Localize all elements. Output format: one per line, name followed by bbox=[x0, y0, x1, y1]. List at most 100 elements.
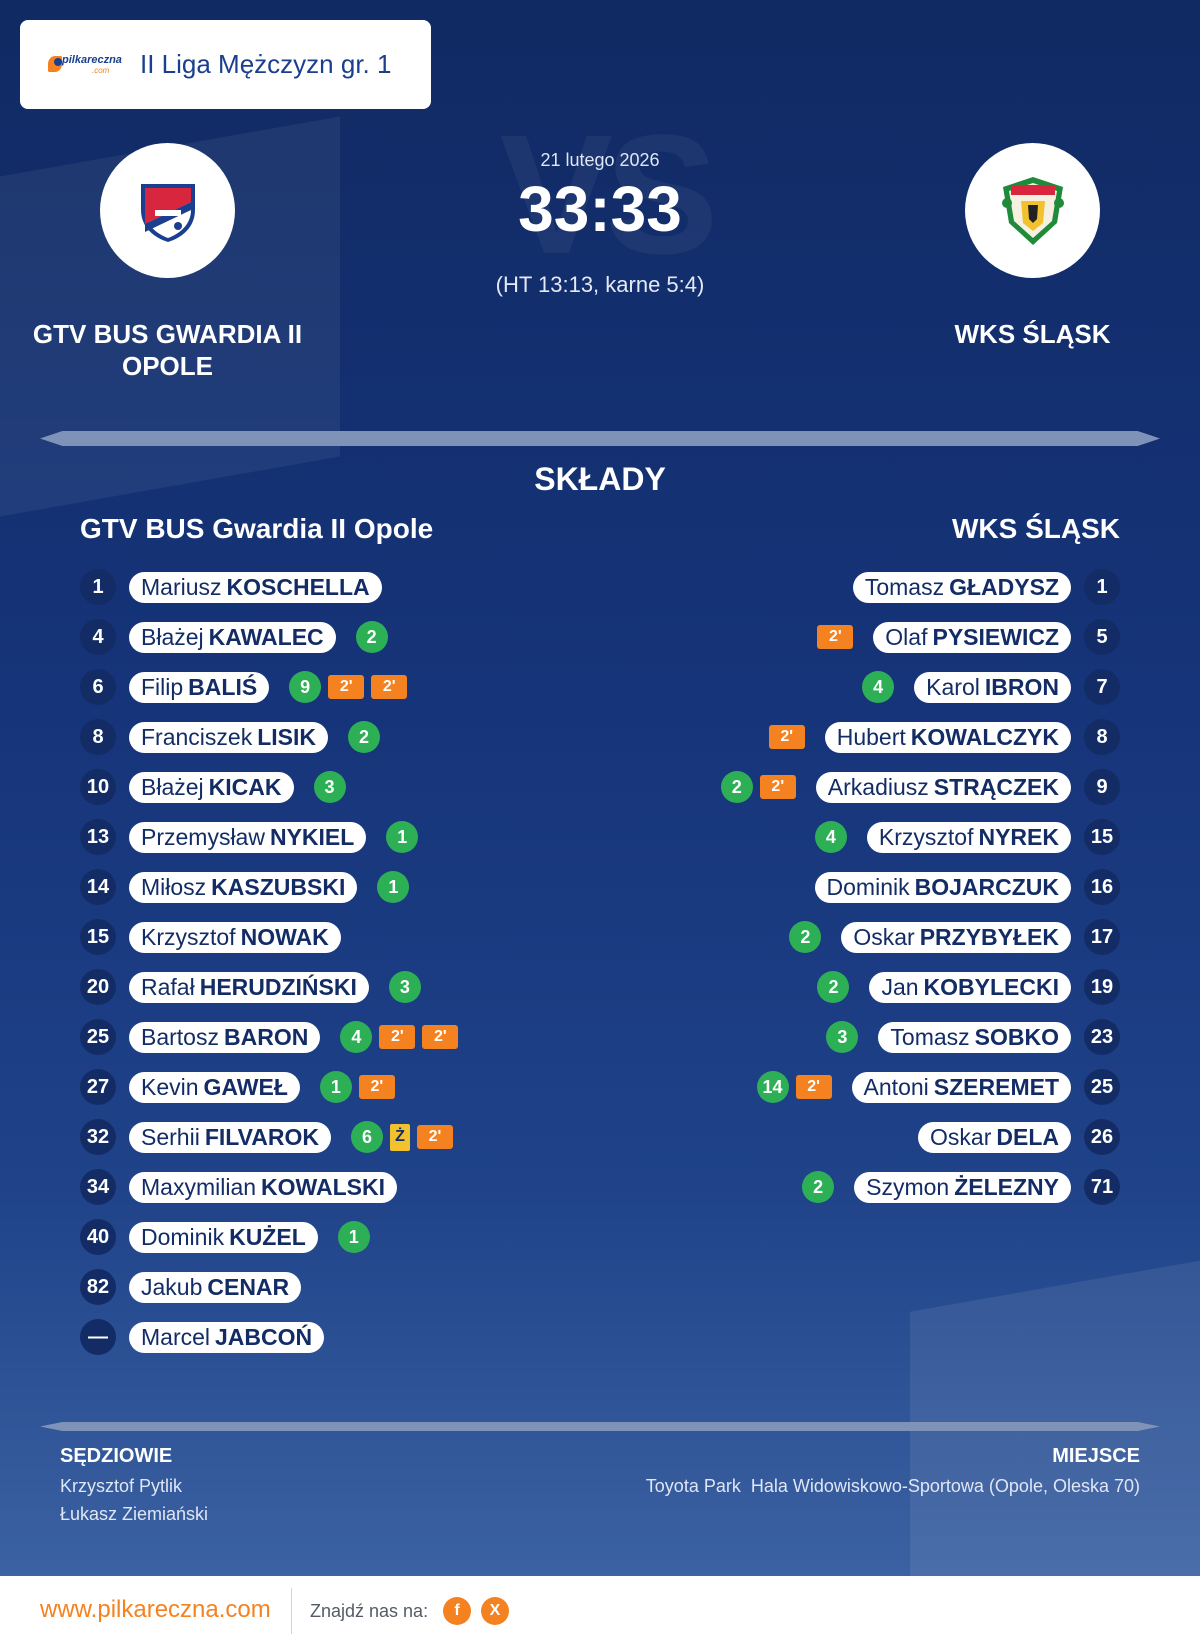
player-first-name: Filip bbox=[141, 673, 184, 700]
venue-label: MIEJSCE bbox=[1052, 1445, 1140, 1467]
goals-badge: 2 bbox=[720, 771, 753, 803]
shirt-number: 6 bbox=[80, 669, 116, 705]
shirt-number: 17 bbox=[1084, 919, 1120, 955]
home-player-row: 15 Krzysztof NOWAK bbox=[80, 919, 341, 955]
player-name: Arkadiusz STRĄCZEK bbox=[815, 771, 1071, 803]
player-stats: 1 bbox=[386, 821, 419, 853]
player-name: Rafał HERUDZIŃSKI bbox=[129, 971, 369, 1003]
player-last-name: HERUDZIŃSKI bbox=[199, 973, 357, 1000]
player-name: Mariusz KOSCHELLA bbox=[129, 571, 382, 603]
player-name: Olaf PYSIEWICZ bbox=[873, 621, 1071, 653]
goals-badge: 2 bbox=[802, 1171, 835, 1203]
player-last-name: LISIK bbox=[257, 723, 316, 750]
suspension-badge: 2' bbox=[759, 775, 796, 799]
player-name: Dominik KUŻEL bbox=[129, 1221, 318, 1253]
goals-badge: 2 bbox=[817, 971, 850, 1003]
player-name: Błażej KICAK bbox=[129, 771, 294, 803]
player-first-name: Błażej bbox=[141, 773, 204, 800]
player-last-name: GŁADYSZ bbox=[949, 573, 1059, 600]
player-name: Marcel JABCOŃ bbox=[129, 1321, 325, 1353]
shirt-number: 27 bbox=[80, 1069, 116, 1105]
player-last-name: KOWALCZYK bbox=[910, 723, 1059, 750]
player-first-name: Bartosz bbox=[141, 1023, 219, 1050]
referee-name: Krzysztof Pytlik bbox=[60, 1476, 183, 1496]
player-first-name: Arkadiusz bbox=[827, 773, 929, 800]
player-name: Oskar DELA bbox=[918, 1121, 1071, 1153]
shirt-number: 23 bbox=[1084, 1019, 1120, 1055]
facebook-icon[interactable]: f bbox=[443, 1597, 471, 1625]
shirt-number: 14 bbox=[80, 869, 116, 905]
player-first-name: Szymon bbox=[866, 1173, 950, 1200]
score-detail: (HT 13:13, karne 5:4) bbox=[495, 272, 705, 297]
shirt-number: 71 bbox=[1084, 1169, 1120, 1205]
player-name: Krzysztof NYREK bbox=[866, 821, 1071, 853]
league-badge: pilkareczna .com II Liga Mężczyzn gr. 1 bbox=[20, 20, 431, 109]
player-name: Miłosz KASZUBSKI bbox=[129, 871, 358, 903]
shirt-number: 19 bbox=[1084, 969, 1120, 1005]
suspension-badge: 2' bbox=[328, 675, 365, 699]
player-first-name: Dominik bbox=[141, 1223, 225, 1250]
player-first-name: Karol bbox=[926, 673, 980, 700]
home-player-row: 27 Kevin GAWEŁ 1 2' bbox=[80, 1069, 395, 1105]
player-name: Maxymilian KOWALSKI bbox=[129, 1171, 397, 1203]
away-player-row: 9 Arkadiusz STRĄCZEK 2' 2 bbox=[720, 769, 1120, 805]
player-last-name: CENAR bbox=[207, 1273, 290, 1300]
player-stats: 2 bbox=[817, 971, 850, 1003]
player-stats: 2' 2 bbox=[720, 771, 796, 803]
shirt-number: 1 bbox=[1084, 569, 1120, 605]
player-stats: 1 bbox=[377, 871, 410, 903]
player-name: Kevin GAWEŁ bbox=[129, 1071, 300, 1103]
player-first-name: Tomasz bbox=[890, 1023, 970, 1050]
player-last-name: KOBYLECKI bbox=[923, 973, 1059, 1000]
home-team-name: GTV BUS GWARDIA II OPOLE bbox=[32, 319, 303, 381]
away-player-row: 19 Jan KOBYLECKI 2 bbox=[817, 969, 1120, 1005]
player-last-name: NYKIEL bbox=[269, 823, 355, 850]
player-first-name: Krzysztof bbox=[878, 823, 974, 850]
shirt-number: 7 bbox=[1084, 669, 1120, 705]
player-first-name: Oskar bbox=[930, 1123, 992, 1150]
home-player-row: 40 Dominik KUŻEL 1 bbox=[80, 1219, 370, 1255]
background-shape bbox=[910, 1248, 1200, 1576]
goals-badge: 4 bbox=[814, 821, 847, 853]
player-name: Franciszek LISIK bbox=[129, 721, 328, 753]
home-player-row: 82 Jakub CENAR bbox=[80, 1269, 302, 1305]
goals-badge: 1 bbox=[319, 1071, 352, 1103]
home-player-row: 8 Franciszek LISIK 2 bbox=[80, 719, 380, 755]
shirt-number: 25 bbox=[1084, 1069, 1120, 1105]
player-stats: 4 bbox=[862, 671, 895, 703]
goals-badge: 1 bbox=[337, 1221, 370, 1253]
shirt-number: 34 bbox=[80, 1169, 116, 1205]
player-first-name: Rafał bbox=[141, 973, 195, 1000]
player-first-name: Krzysztof bbox=[141, 923, 236, 950]
suspension-badge: 2' bbox=[817, 625, 854, 649]
player-last-name: STRĄCZEK bbox=[933, 773, 1059, 800]
divider bbox=[40, 1422, 1160, 1431]
away-player-row: 23 Tomasz SOBKO 3 bbox=[826, 1019, 1120, 1055]
home-player-row: 1 Mariusz KOSCHELLA bbox=[80, 569, 382, 605]
away-player-row: 5 Olaf PYSIEWICZ 2' bbox=[817, 619, 1120, 655]
goals-badge: 9 bbox=[289, 671, 322, 703]
shirt-number: 10 bbox=[80, 769, 116, 805]
player-last-name: SZEREMET bbox=[933, 1073, 1059, 1100]
shirt-number: 32 bbox=[80, 1119, 116, 1155]
player-stats: 2 bbox=[802, 1171, 835, 1203]
x-icon[interactable]: X bbox=[481, 1597, 509, 1625]
player-first-name: Hubert bbox=[836, 723, 906, 750]
player-stats: 3 bbox=[388, 971, 421, 1003]
referees-label: SĘDZIOWIE bbox=[60, 1445, 173, 1467]
suspension-badge: 2' bbox=[768, 725, 805, 749]
suspension-badge: 2' bbox=[358, 1075, 395, 1099]
shirt-number: 25 bbox=[80, 1019, 116, 1055]
player-name: Błażej KAWALEC bbox=[129, 621, 336, 653]
goals-badge: 3 bbox=[313, 771, 346, 803]
shirt-number: 1 bbox=[80, 569, 116, 605]
match-date: 21 lutego 2026 bbox=[540, 150, 660, 170]
player-name: Jan KOBYLECKI bbox=[869, 971, 1071, 1003]
goals-badge: 1 bbox=[377, 871, 410, 903]
player-last-name: KASZUBSKI bbox=[211, 873, 346, 900]
player-name: Dominik BOJARCZUK bbox=[814, 871, 1071, 903]
away-player-row: 1 Tomasz GŁADYSZ bbox=[852, 569, 1120, 605]
site-link[interactable]: www.pilkareczna.com bbox=[40, 1596, 271, 1623]
vs-watermark: VS bbox=[499, 100, 719, 290]
shirt-number: 16 bbox=[1084, 869, 1120, 905]
